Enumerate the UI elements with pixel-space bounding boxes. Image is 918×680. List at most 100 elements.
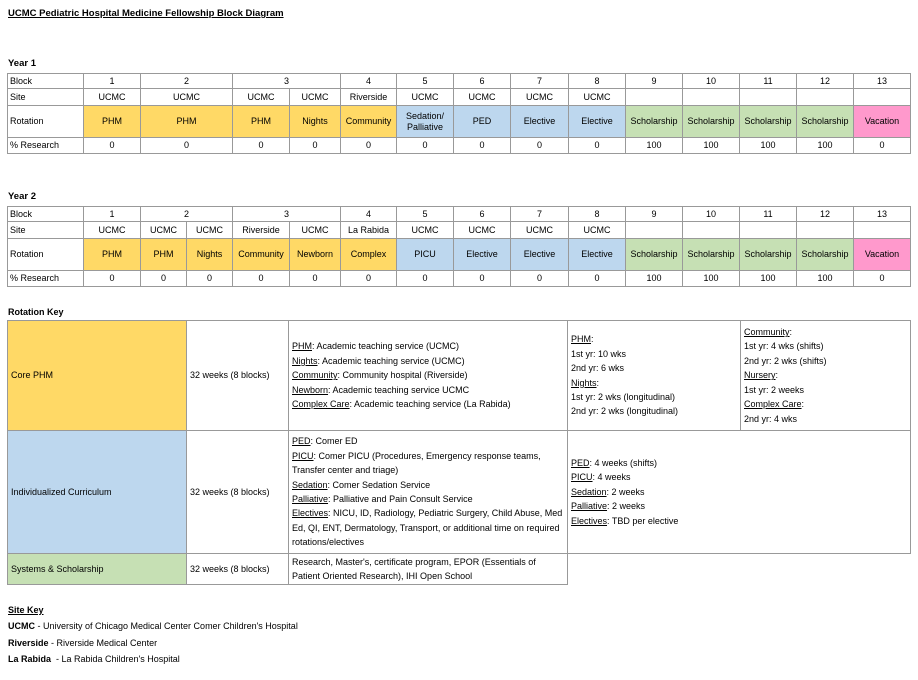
rotation: PICU — [396, 238, 454, 271]
description: : — [775, 370, 779, 381]
rotation-group: Systems & Scholarship — [7, 553, 187, 585]
text-line: Palliative: Palliative and Pain Consult … — [292, 492, 564, 506]
block-number: 5 — [396, 206, 454, 222]
rotation: Nights — [186, 238, 233, 271]
text-line: PHM: — [571, 332, 678, 346]
row-label: Block — [7, 73, 84, 89]
block-number: 3 — [232, 206, 341, 222]
text-line: Complex Care: — [744, 397, 827, 411]
text-line: Palliative: 2 weeks — [571, 499, 678, 513]
site: UCMC — [289, 221, 341, 239]
term: Complex Care — [744, 399, 802, 410]
research-percent: 0 — [340, 270, 397, 287]
research-percent: 100 — [796, 270, 854, 287]
description: 1st yr: 10 wks — [571, 348, 627, 359]
site: Riverside — [232, 221, 290, 239]
text-line: PICU: Comer PICU (Procedures, Emergency … — [292, 449, 564, 478]
description: 2nd yr: 4 wks — [744, 413, 798, 424]
site-abbr: UCMC — [8, 621, 35, 631]
title: UCMC Pediatric Hospital Medicine Fellows… — [8, 8, 284, 19]
text-line: PHM: Academic teaching service (UCMC) — [292, 339, 511, 353]
year-heading: Year 1 — [8, 58, 36, 69]
block-number: 11 — [739, 73, 797, 89]
description: : Academic teaching service (La Rabida) — [349, 399, 511, 410]
research-percent: 0 — [140, 137, 233, 154]
rotation: Elective — [568, 238, 626, 271]
description: 2nd yr: 6 wks — [571, 363, 625, 374]
text-line: PED: Comer ED — [292, 434, 564, 448]
block-number: 1 — [83, 73, 141, 89]
block-number: 5 — [396, 73, 454, 89]
term: Nights — [292, 355, 318, 366]
text-line: 2nd yr: 6 wks — [571, 361, 678, 375]
term: Palliative — [292, 494, 329, 504]
description: : TBD per elective — [607, 515, 679, 526]
text-line: 2nd yr: 2 wks (shifts) — [744, 354, 827, 368]
row-label: Site — [7, 88, 84, 106]
site: Riverside — [340, 88, 397, 106]
rotation: Scholarship — [739, 105, 797, 138]
rotation: Vacation — [853, 105, 911, 138]
site: UCMC — [289, 88, 341, 106]
description: : Academic teaching service (UCMC) — [317, 355, 465, 366]
site: UCMC — [83, 88, 141, 106]
rotation: Elective — [568, 105, 626, 138]
description: : — [801, 399, 805, 410]
site-entry: UCMC - University of Chicago Medical Cen… — [8, 621, 298, 631]
block-number: 9 — [625, 206, 683, 222]
text-block: PHM: Academic teaching service (UCMC) Nig… — [292, 339, 511, 411]
rotation: Scholarship — [625, 105, 683, 138]
rotation-group: Individualized Curriculum — [7, 430, 187, 554]
site — [625, 88, 683, 106]
text-line: 2nd yr: 4 wks — [744, 412, 827, 426]
rotation: Community — [232, 238, 290, 271]
text-line: 1st yr: 2 wks (longitudinal) — [571, 390, 678, 404]
site-key-heading: Site Key — [8, 605, 44, 615]
term: Community — [744, 327, 790, 338]
block-number: 12 — [796, 206, 854, 222]
description: 2nd yr: 2 wks (longitudinal) — [571, 406, 679, 417]
block-number: 2 — [140, 73, 233, 89]
block-number: 13 — [853, 206, 911, 222]
row-label: Rotation — [7, 238, 84, 271]
research-percent: 0 — [453, 137, 511, 154]
rotation: Vacation — [853, 238, 911, 271]
research-percent: 100 — [739, 137, 797, 154]
research-percent: 0 — [510, 137, 569, 154]
text-line: Nights: — [571, 376, 678, 390]
research-percent: 0 — [568, 137, 626, 154]
research-percent: 0 — [289, 137, 341, 154]
row-label: Rotation — [7, 105, 84, 138]
site: UCMC — [453, 221, 511, 239]
term: Nights — [571, 377, 597, 388]
rotation: Scholarship — [682, 105, 740, 138]
row-label: Block — [7, 206, 84, 222]
row-label: Site — [7, 221, 84, 239]
research-percent: 0 — [453, 270, 511, 287]
block-number: 10 — [682, 73, 740, 89]
duration: 32 weeks (8 blocks) — [186, 320, 289, 431]
description: : — [596, 377, 600, 388]
site: UCMC — [232, 88, 290, 106]
text-block: PHM: 1st yr: 10 wks 2nd yr: 6 wks Nights: 1s… — [571, 332, 678, 418]
rotation: Scholarship — [682, 238, 740, 271]
site — [739, 88, 797, 106]
site-name: - University of Chicago Medical Center C… — [35, 621, 298, 631]
description: 1st yr: 2 weeks — [744, 384, 805, 395]
descriptions: PHM: Academic teaching service (UCMC) Nig… — [288, 320, 568, 431]
duration: 32 weeks (8 blocks) — [186, 553, 289, 585]
research-percent: 100 — [625, 270, 683, 287]
text-line: 1st yr: 2 weeks — [744, 383, 827, 397]
block-number: 4 — [340, 73, 397, 89]
block-number: 13 — [853, 73, 911, 89]
text-line: 2nd yr: 2 wks (longitudinal) — [571, 404, 678, 418]
term: Community — [292, 370, 338, 381]
text-block: Research, Master's, certificate program,… — [292, 555, 564, 584]
block-number: 7 — [510, 206, 569, 222]
description: : 4 weeks (shifts) — [589, 457, 658, 468]
research-percent: 100 — [682, 270, 740, 287]
site: UCMC — [140, 88, 233, 106]
block-number: 1 — [83, 206, 141, 222]
term: Sedation — [292, 479, 328, 490]
